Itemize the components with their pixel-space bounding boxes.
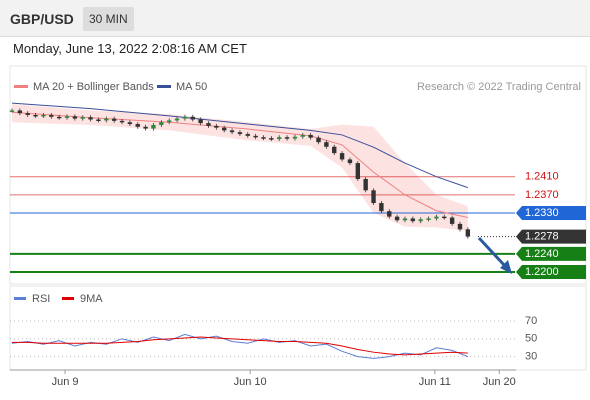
candle xyxy=(449,217,455,224)
legend-label: MA 50 xyxy=(176,81,207,93)
candle xyxy=(229,130,235,133)
candle xyxy=(237,132,243,135)
x-tick-label: Jun 11 xyxy=(419,376,451,388)
candle xyxy=(316,137,321,143)
legend-label: RSI xyxy=(32,293,50,305)
candle xyxy=(410,218,416,222)
candle xyxy=(17,110,23,114)
candle xyxy=(190,116,195,120)
candle xyxy=(56,116,62,119)
forecast-arrow xyxy=(477,236,507,268)
candle xyxy=(245,134,250,136)
legend-label: MA 20 + Bollinger Bands xyxy=(33,81,154,93)
source: Research © 2022 Trading Central xyxy=(417,81,581,93)
legend-swatch xyxy=(157,85,171,88)
rsi-line xyxy=(12,336,468,356)
candle xyxy=(198,119,203,124)
candle xyxy=(41,114,46,117)
candle xyxy=(363,178,368,191)
candle xyxy=(166,120,172,123)
candle xyxy=(269,138,274,140)
candle xyxy=(222,127,227,131)
level-label: 1.2240 xyxy=(525,248,559,260)
candle xyxy=(159,122,164,125)
level-label: 1.2278 xyxy=(525,231,559,243)
level-label: 1.2200 xyxy=(525,266,559,278)
candle xyxy=(387,211,392,217)
candle xyxy=(253,135,258,138)
candle xyxy=(355,163,361,179)
symbol: GBP/USD xyxy=(10,11,74,27)
x-tick-label: Jun 10 xyxy=(234,376,267,388)
level-tag xyxy=(516,229,586,244)
candle xyxy=(347,159,353,164)
y-tick-label: 50 xyxy=(525,333,537,345)
legend-swatch xyxy=(14,297,26,300)
candle xyxy=(457,223,463,230)
ma-line xyxy=(11,102,469,189)
legend-swatch xyxy=(62,297,74,300)
y-tick-label: 70 xyxy=(525,315,537,327)
candle xyxy=(339,153,345,160)
timeframe[interactable]: 30 MIN xyxy=(83,7,134,31)
candle xyxy=(402,218,408,221)
candle xyxy=(465,229,471,237)
candle xyxy=(434,216,439,219)
candle xyxy=(9,110,15,112)
candle xyxy=(111,118,117,121)
y-tick-label: 30 xyxy=(525,351,537,363)
forecast-arrow-head xyxy=(500,260,512,274)
x-tick-label: Jun 9 xyxy=(52,376,79,388)
level-label: 1.2410 xyxy=(525,171,559,183)
level-tag xyxy=(516,206,586,221)
level-label: 1.2330 xyxy=(525,207,559,219)
candle xyxy=(88,117,93,120)
x-tick-label: Jun 20 xyxy=(483,376,516,388)
candle xyxy=(174,118,180,121)
candle xyxy=(206,123,211,126)
candle xyxy=(72,116,78,119)
candle xyxy=(332,146,337,154)
candle xyxy=(96,119,101,122)
candle xyxy=(284,137,290,139)
candle xyxy=(394,216,400,221)
candle xyxy=(442,216,447,219)
candle xyxy=(300,134,305,137)
timestamp: Monday, June 13, 2022 2:08:16 AM CET xyxy=(13,41,247,56)
candle xyxy=(80,117,85,119)
candle xyxy=(49,114,54,117)
candle xyxy=(25,113,30,115)
candle xyxy=(277,137,282,140)
candle xyxy=(33,114,38,117)
candle xyxy=(64,116,70,118)
legend-label: 9MA xyxy=(80,293,103,305)
candle xyxy=(182,116,188,119)
candle xyxy=(426,218,431,220)
candle xyxy=(379,203,384,212)
candle xyxy=(308,134,313,138)
header: GBP/USD 30 MIN xyxy=(0,0,590,37)
level-tag xyxy=(516,246,586,261)
candle xyxy=(104,118,109,121)
legend-swatch xyxy=(14,85,28,88)
candle xyxy=(324,142,329,147)
bollinger-band xyxy=(12,104,468,232)
price-panel xyxy=(9,65,587,285)
candle xyxy=(143,126,148,129)
candle xyxy=(371,190,376,204)
candle xyxy=(214,125,219,128)
level-label: 1.2370 xyxy=(525,189,559,201)
candle xyxy=(292,136,298,139)
candle xyxy=(127,122,133,125)
candle xyxy=(119,120,125,123)
candle xyxy=(261,137,266,139)
level-tag xyxy=(516,265,586,280)
candle xyxy=(418,219,423,222)
candle xyxy=(135,124,140,127)
candle xyxy=(151,124,156,129)
